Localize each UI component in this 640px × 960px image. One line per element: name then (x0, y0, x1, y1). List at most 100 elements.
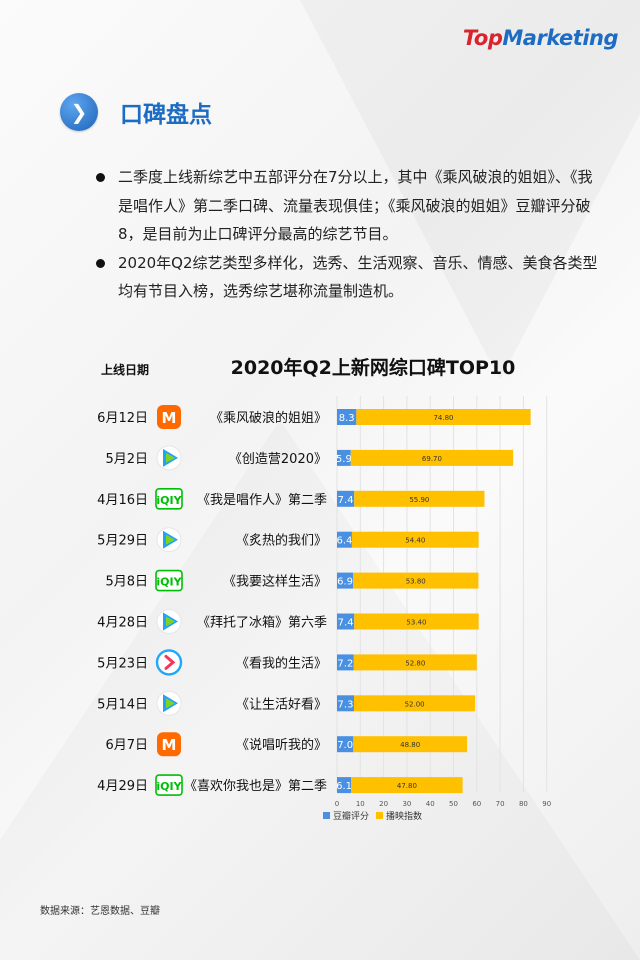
broadcast-index-label: 55.90 (409, 496, 429, 504)
release-date: 5月8日 (105, 575, 148, 590)
x-tick-label: 10 (356, 800, 365, 808)
release-date: 4月16日 (97, 493, 148, 508)
show-name: 《喜欢你我也是》第二季 (184, 779, 327, 794)
broadcast-index-bar (353, 654, 477, 671)
data-source: 数据来源：艺恩数据、豆瓣 (40, 906, 160, 917)
x-tick-label: 70 (496, 800, 505, 808)
broadcast-index-label: 53.40 (406, 619, 426, 627)
douban-score-bar (337, 409, 357, 425)
tencent-play-front (166, 452, 175, 463)
x-tick-label: 40 (426, 800, 435, 808)
release-date: 5月23日 (97, 656, 148, 671)
broadcast-index-bar (351, 531, 479, 548)
bullet-dot-icon (96, 258, 105, 268)
x-tick-label: 20 (379, 800, 388, 808)
release-date: 5月29日 (97, 534, 148, 549)
mango-tv-icon (157, 405, 181, 429)
x-tick-label: 50 (449, 800, 458, 808)
douban-score-bar (337, 531, 352, 548)
show-name: 《乘风破浪的姐姐》 (210, 410, 327, 426)
show-name: 《炙热的我们》 (236, 533, 327, 549)
iqiyi-icon (155, 569, 183, 592)
douban-score-label: 7.2 (337, 658, 353, 669)
date-column-header: 上线日期 (101, 362, 149, 377)
douban-score-bar (337, 449, 351, 466)
douban-score-bar (337, 695, 355, 712)
mango-tv-glyph: M (162, 736, 177, 754)
show-name: 《说唱听我的》 (236, 737, 327, 753)
broadcast-index-label: 52.00 (405, 700, 425, 708)
x-tick-label: 60 (472, 800, 481, 808)
section-header: ❯ 口碑盘点 (60, 92, 212, 132)
show-name: 《看我的生活》 (236, 655, 327, 671)
douban-score-bar (337, 654, 354, 671)
release-date: 6月7日 (105, 738, 148, 753)
broadcast-index-bar (354, 695, 476, 712)
broadcast-index-bar (354, 490, 485, 507)
release-date: 6月12日 (97, 411, 148, 426)
broadcast-index-label: 54.40 (405, 537, 425, 545)
youku-play (164, 654, 176, 670)
broadcast-index-bar (353, 736, 468, 753)
douban-score-label: 6.4 (337, 536, 353, 547)
douban-score-label: 7.4 (338, 618, 354, 629)
douban-score-label: 7.4 (338, 495, 354, 506)
legend-douban-swatch (323, 812, 330, 819)
mango-tv-icon (157, 732, 181, 757)
x-tick-label: 30 (402, 800, 411, 808)
section-title: 口碑盘点 (120, 102, 212, 128)
iqiyi-icon (155, 487, 183, 510)
broadcast-index-label: 53.80 (406, 578, 426, 586)
show-name: 《拜托了冰箱》第六季 (197, 615, 327, 631)
bullet-item: 2020年Q2综艺类型多样化，选秀、生活观察、音乐、情感、美食各类型均有节目入榜… (96, 249, 598, 306)
broadcast-index-label: 52.80 (405, 659, 425, 667)
legend-index-swatch (376, 812, 383, 819)
broadcast-index-bar (353, 572, 479, 589)
douban-score-bar (337, 490, 355, 507)
release-date: 5月2日 (105, 452, 148, 467)
legend-douban-label: 豆瓣评分 (333, 811, 369, 822)
show-name: 《我要这样生活》 (223, 574, 327, 590)
bullet-dot-icon (96, 173, 105, 182)
show-name: 《让生活好看》 (236, 696, 327, 712)
bullet-item: 二季度上线新综艺中五部评分在7分以上，其中《乘风破浪的姐姐》、《我是唱作人》第二… (96, 163, 598, 249)
douban-score-bar (337, 613, 355, 630)
chevron-right-icon: ❯ (60, 93, 98, 131)
release-date: 5月14日 (97, 697, 148, 712)
chart-title: 2020年Q2上新网综口碑TOP10 (231, 356, 516, 379)
douban-score-label: 7.3 (338, 699, 354, 710)
tencent-play-front (166, 616, 175, 627)
douban-score-bar (337, 572, 354, 589)
iqiyi-glyph: iQIY (156, 780, 182, 793)
douban-score-bar (337, 777, 352, 794)
bullet-list: 二季度上线新综艺中五部评分在7分以上，其中《乘风破浪的姐姐》、《我是唱作人》第二… (96, 163, 598, 306)
bullet-text: 二季度上线新综艺中五部评分在7分以上，其中《乘风破浪的姐姐》、《我是唱作人》第二… (118, 168, 593, 243)
x-tick-label: 80 (519, 800, 528, 808)
douban-score-label: 6.9 (337, 577, 353, 588)
tencent-play-front (166, 698, 175, 709)
broadcast-index-label: 74.80 (433, 414, 453, 422)
mango-tv-glyph: M (162, 409, 177, 427)
broadcast-index-bar (351, 777, 463, 794)
topmarketing-logo: TopMarketing (462, 26, 619, 50)
broadcast-index-label: 69.70 (422, 455, 442, 463)
iqiyi-icon (155, 774, 183, 796)
iqiyi-glyph: iQIY (156, 494, 182, 507)
x-tick-label: 0 (335, 800, 339, 808)
broadcast-index-bar (356, 409, 531, 425)
release-date: 4月28日 (97, 616, 148, 631)
youku-icon (155, 649, 183, 676)
bullet-text: 2020年Q2综艺类型多样化，选秀、生活观察、音乐、情感、美食各类型均有节目入榜… (118, 253, 598, 301)
douban-score-label: 8.3 (339, 413, 355, 424)
douban-score-label: 5.9 (336, 454, 352, 465)
douban-score-label: 7.0 (337, 740, 353, 751)
broadcast-index-bar (350, 449, 514, 466)
broadcast-index-bar (354, 613, 479, 630)
douban-score-label: 6.1 (336, 781, 352, 792)
release-date: 4月29日 (97, 779, 148, 794)
douban-score-bar (337, 736, 354, 753)
broadcast-index-label: 47.80 (397, 782, 417, 790)
tencent-play-front (166, 534, 175, 545)
show-name: 《创造营2020》 (229, 452, 327, 467)
